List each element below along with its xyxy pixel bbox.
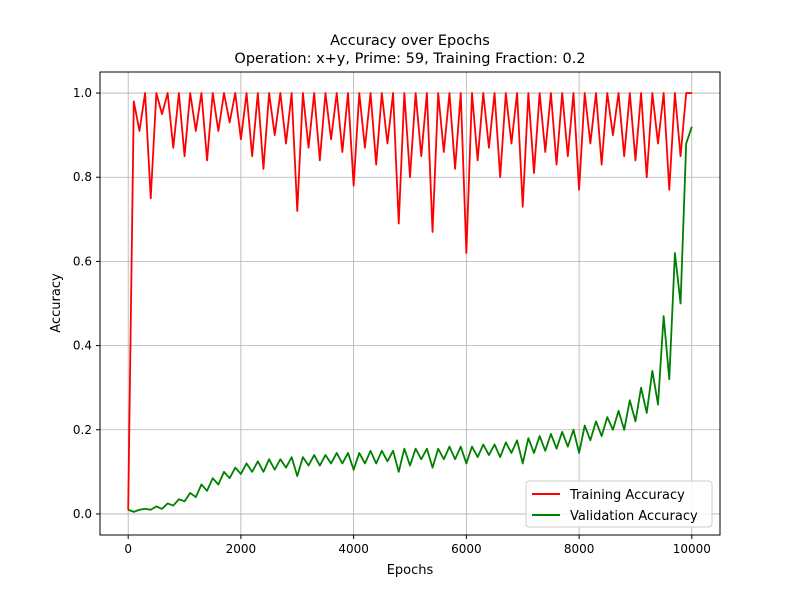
axes-frame bbox=[99, 71, 721, 536]
data-line bbox=[127, 92, 692, 510]
x-tick-label: 4000 bbox=[338, 542, 369, 556]
y-axis-label: Accuracy bbox=[49, 273, 64, 333]
legend-box bbox=[525, 480, 713, 528]
data-line bbox=[127, 126, 693, 513]
chart-title: Accuracy over Epochs bbox=[330, 33, 490, 49]
chart-subtitle: Operation: x+y, Prime: 59, Training Frac… bbox=[234, 51, 585, 67]
x-tick-label: 8000 bbox=[564, 542, 595, 556]
x-tick-label: 10000 bbox=[673, 542, 711, 556]
y-tick-label: 1.0 bbox=[73, 86, 92, 100]
legend-label: Validation Accuracy bbox=[570, 509, 698, 524]
x-tick-label: 6000 bbox=[451, 542, 482, 556]
y-tick-label: 0.6 bbox=[73, 254, 92, 268]
y-tick-label: 0.0 bbox=[73, 507, 92, 521]
y-tick-label: 0.2 bbox=[73, 423, 92, 437]
x-tick-label: 2000 bbox=[226, 542, 257, 556]
y-tick-label: 0.8 bbox=[73, 170, 92, 184]
legend-label: Training Accuracy bbox=[569, 488, 685, 503]
y-tick-label: 0.4 bbox=[73, 339, 92, 353]
x-tick-label: 0 bbox=[124, 542, 132, 556]
x-axis-label: Epochs bbox=[387, 563, 434, 578]
